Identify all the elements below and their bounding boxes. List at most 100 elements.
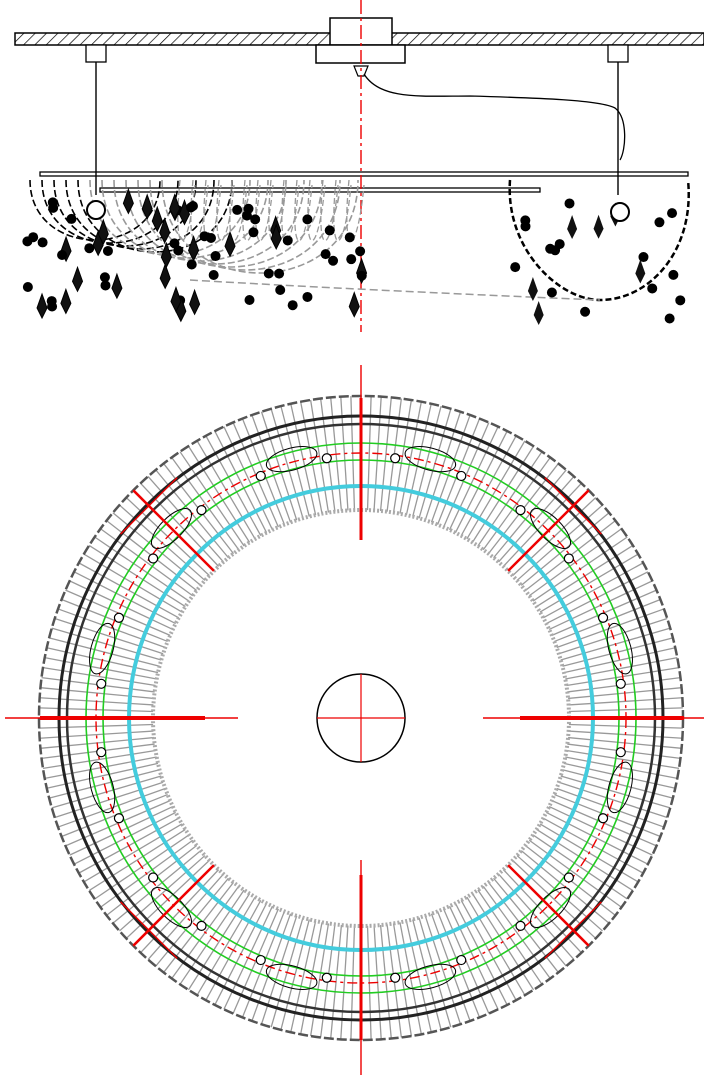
bead	[102, 245, 113, 256]
bead	[250, 214, 261, 225]
hook	[615, 678, 626, 689]
power-cable	[363, 73, 626, 161]
crystal	[159, 262, 171, 290]
hook	[597, 813, 609, 824]
hook	[321, 453, 332, 464]
bead	[282, 235, 293, 246]
bead	[667, 208, 678, 219]
bead	[638, 252, 649, 263]
bead	[324, 225, 335, 236]
bead	[208, 270, 219, 281]
bead	[346, 254, 357, 265]
axis-line	[120, 901, 178, 959]
bead	[169, 238, 180, 249]
crystal	[533, 301, 544, 326]
bead	[302, 214, 313, 225]
bead	[302, 291, 313, 302]
bead	[546, 287, 557, 298]
back-drape	[189, 279, 601, 301]
drape	[281, 179, 300, 242]
crystal	[97, 218, 109, 246]
bead	[647, 283, 658, 294]
axis-line	[507, 489, 590, 572]
crystal	[36, 292, 48, 320]
bead	[668, 269, 679, 280]
radial-rod	[147, 873, 224, 960]
crystal	[141, 193, 153, 220]
bead	[210, 251, 221, 262]
crystal	[224, 230, 236, 258]
crystal	[404, 446, 457, 473]
bead	[186, 259, 197, 270]
hook	[390, 453, 401, 464]
bead	[37, 237, 48, 248]
crystal	[89, 622, 116, 675]
crystal	[348, 291, 360, 318]
drape	[77, 179, 233, 253]
crystal	[567, 214, 578, 239]
bead	[66, 213, 77, 224]
bead	[654, 217, 665, 228]
crystal	[527, 277, 538, 302]
bead	[510, 262, 521, 273]
radial-rod	[498, 476, 575, 563]
axis-line	[544, 477, 602, 535]
radial-rod	[171, 457, 240, 551]
crystal	[89, 761, 116, 814]
drape	[203, 179, 222, 242]
hook	[563, 872, 574, 883]
bead	[84, 243, 95, 254]
hook	[113, 813, 125, 824]
radial-rod	[100, 528, 194, 597]
radial-rod	[119, 855, 206, 932]
bead	[564, 198, 575, 209]
bead	[355, 246, 366, 257]
axis-line	[544, 901, 602, 959]
hook	[456, 470, 467, 482]
bead	[275, 284, 286, 295]
hook	[515, 505, 526, 516]
axis-line	[132, 864, 215, 947]
hook	[196, 505, 207, 516]
axis-line	[132, 489, 215, 572]
hook	[390, 972, 401, 983]
crystal	[169, 193, 181, 220]
crystal	[170, 285, 182, 313]
crystal	[593, 214, 604, 239]
hook	[321, 972, 332, 983]
bead	[320, 249, 331, 260]
bead	[241, 210, 252, 221]
crystal	[404, 963, 457, 990]
right-drape	[508, 179, 690, 302]
crystal	[270, 223, 282, 250]
right-mount	[607, 44, 629, 63]
crystal	[265, 446, 318, 473]
crystal	[122, 187, 134, 215]
bead	[580, 306, 591, 317]
bead	[186, 202, 197, 213]
axis-line	[120, 477, 178, 535]
crystal	[71, 265, 84, 293]
bead	[287, 300, 298, 311]
bead	[520, 221, 531, 232]
frame-top	[39, 171, 689, 177]
cable-gland	[353, 65, 369, 77]
bead	[545, 243, 556, 254]
hook	[148, 553, 159, 564]
drape	[333, 179, 352, 242]
crystal	[606, 761, 633, 814]
lamp	[610, 202, 630, 222]
hook	[148, 872, 159, 883]
hook	[96, 678, 107, 689]
bead	[57, 249, 68, 260]
crystal	[159, 217, 171, 244]
hook	[615, 747, 626, 758]
bead	[100, 280, 111, 291]
bead	[263, 268, 274, 279]
crystal	[635, 259, 646, 284]
bead	[22, 236, 33, 247]
hook	[563, 553, 574, 564]
drape	[255, 179, 274, 242]
axis-line	[507, 864, 590, 947]
